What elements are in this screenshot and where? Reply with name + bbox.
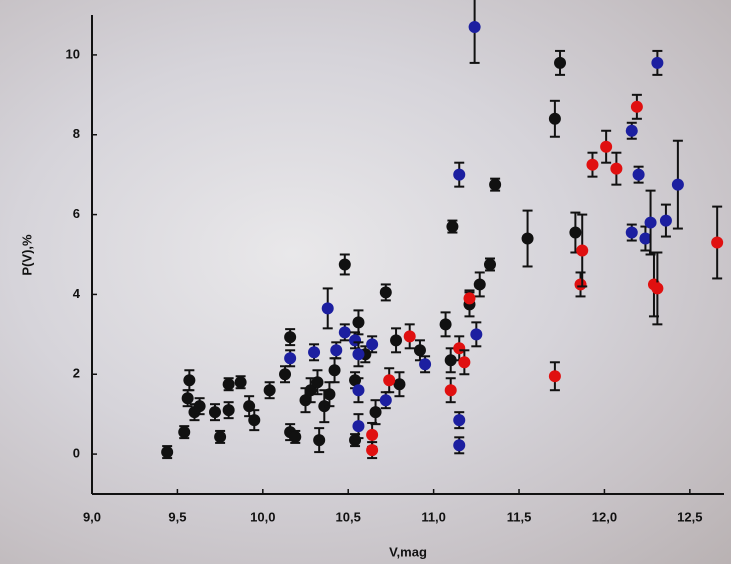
point [369,406,382,419]
point [651,56,664,69]
x-axis-title: V,mag [389,544,427,559]
point [403,330,416,343]
point [630,100,643,113]
point [366,444,379,457]
point [651,282,664,295]
point [548,112,561,125]
point [644,216,657,229]
point [352,384,365,397]
point [489,178,502,191]
point [183,374,196,387]
point [308,346,321,359]
point [610,162,623,175]
y-tick-label: 4 [73,286,81,301]
point [521,232,534,245]
point [473,278,486,291]
point [366,428,379,441]
x-tick-label: 11,5 [507,509,532,524]
y-tick-label: 6 [73,206,80,221]
point [321,302,334,315]
point [659,214,672,227]
y-tick-label: 2 [73,366,80,381]
point [439,318,452,331]
point [234,376,247,389]
point [548,370,561,383]
point [379,394,392,407]
point [279,368,292,381]
y-tick-label: 8 [73,126,80,141]
point [352,348,365,361]
point [671,178,684,191]
point [554,56,567,69]
point [419,358,432,371]
point [338,258,351,271]
point [625,226,638,239]
point [470,328,483,341]
point [453,414,466,427]
point [458,356,471,369]
point [444,384,457,397]
point [393,378,406,391]
point [289,430,302,443]
point [390,334,403,347]
point [328,364,341,377]
point [468,20,481,33]
point [576,244,589,257]
x-tick-label: 10,5 [336,509,361,524]
point [284,352,297,365]
y-axis-title: P(V),% [19,234,34,276]
point [181,392,194,405]
x-tick-label: 11,0 [421,509,446,524]
point [453,342,466,355]
point [383,374,396,387]
point [222,404,235,417]
point [318,400,331,413]
point [632,168,645,181]
x-tick-label: 9,0 [83,509,101,524]
x-tick-label: 12,5 [677,509,702,524]
point [338,326,351,339]
point [453,439,466,452]
point [263,384,276,397]
point [625,124,638,137]
point [352,316,365,329]
point [483,258,496,271]
point [639,232,652,245]
point [574,278,587,291]
point [248,414,261,427]
point [330,344,343,357]
point [600,140,613,153]
point [193,400,206,413]
point [444,354,457,367]
point [379,286,392,299]
point [463,292,476,305]
point [208,406,221,419]
x-tick-label: 12,0 [592,509,617,524]
point [352,420,365,433]
y-tick-label: 0 [73,446,80,461]
x-tick-label: 9,5 [168,509,186,524]
y-tick-label: 10 [66,46,80,61]
point [446,220,459,233]
point [214,430,227,443]
point [323,388,336,401]
point [311,376,324,389]
point [366,338,379,351]
point [222,378,235,391]
point [299,394,312,407]
point [284,331,297,344]
point [178,426,191,439]
point [586,158,599,171]
point [569,226,582,239]
x-tick-label: 10,0 [250,509,275,524]
point [711,236,724,249]
point [453,168,466,181]
point [161,446,174,459]
point [313,434,326,447]
point [413,344,426,357]
